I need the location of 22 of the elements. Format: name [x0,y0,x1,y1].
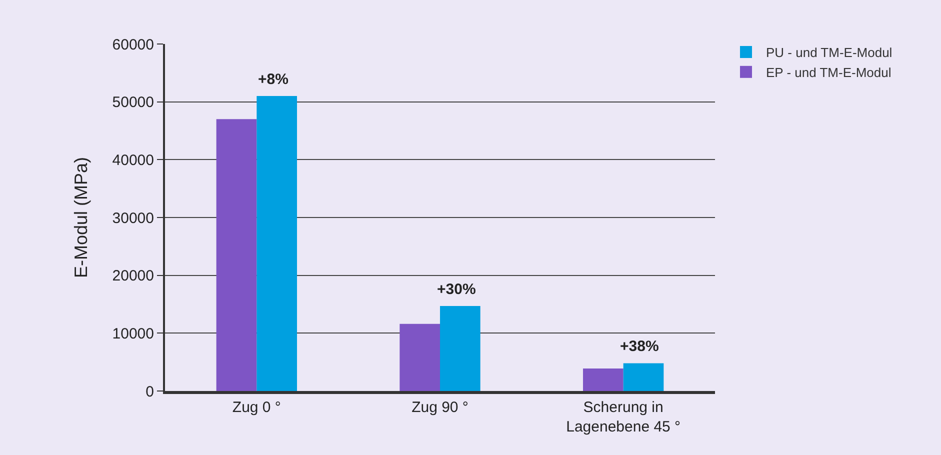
bar [256,96,297,391]
bar [583,368,624,391]
annotation: +8% [258,71,288,88]
bar [623,363,664,391]
y-tick-label: 0 [146,383,154,400]
bar [216,119,257,391]
x-tick-label: Scherung in Lagenebene 45 ° [566,399,681,436]
y-axis-title: E-Modul (MPa) [70,156,91,278]
y-tick-label: 50000 [112,94,154,112]
x-tick-label: Zug 0 ° [232,399,281,416]
bar [440,306,480,391]
y-tick-label: 40000 [112,152,154,169]
legend-label: PU - und TM-E-Modul [766,45,892,60]
bar [400,324,440,391]
legend-label: EP - und TM-E-Modul [766,64,892,80]
annotation: +30% [437,281,476,298]
x-tick-label: Zug 90 ° [412,399,468,416]
annotation: +38% [620,338,659,355]
y-tick-label: 60000 [112,36,154,54]
y-tick-label: 30000 [112,210,154,227]
y-tick-label: 10000 [112,325,154,342]
y-tick-label: 20000 [112,268,154,285]
